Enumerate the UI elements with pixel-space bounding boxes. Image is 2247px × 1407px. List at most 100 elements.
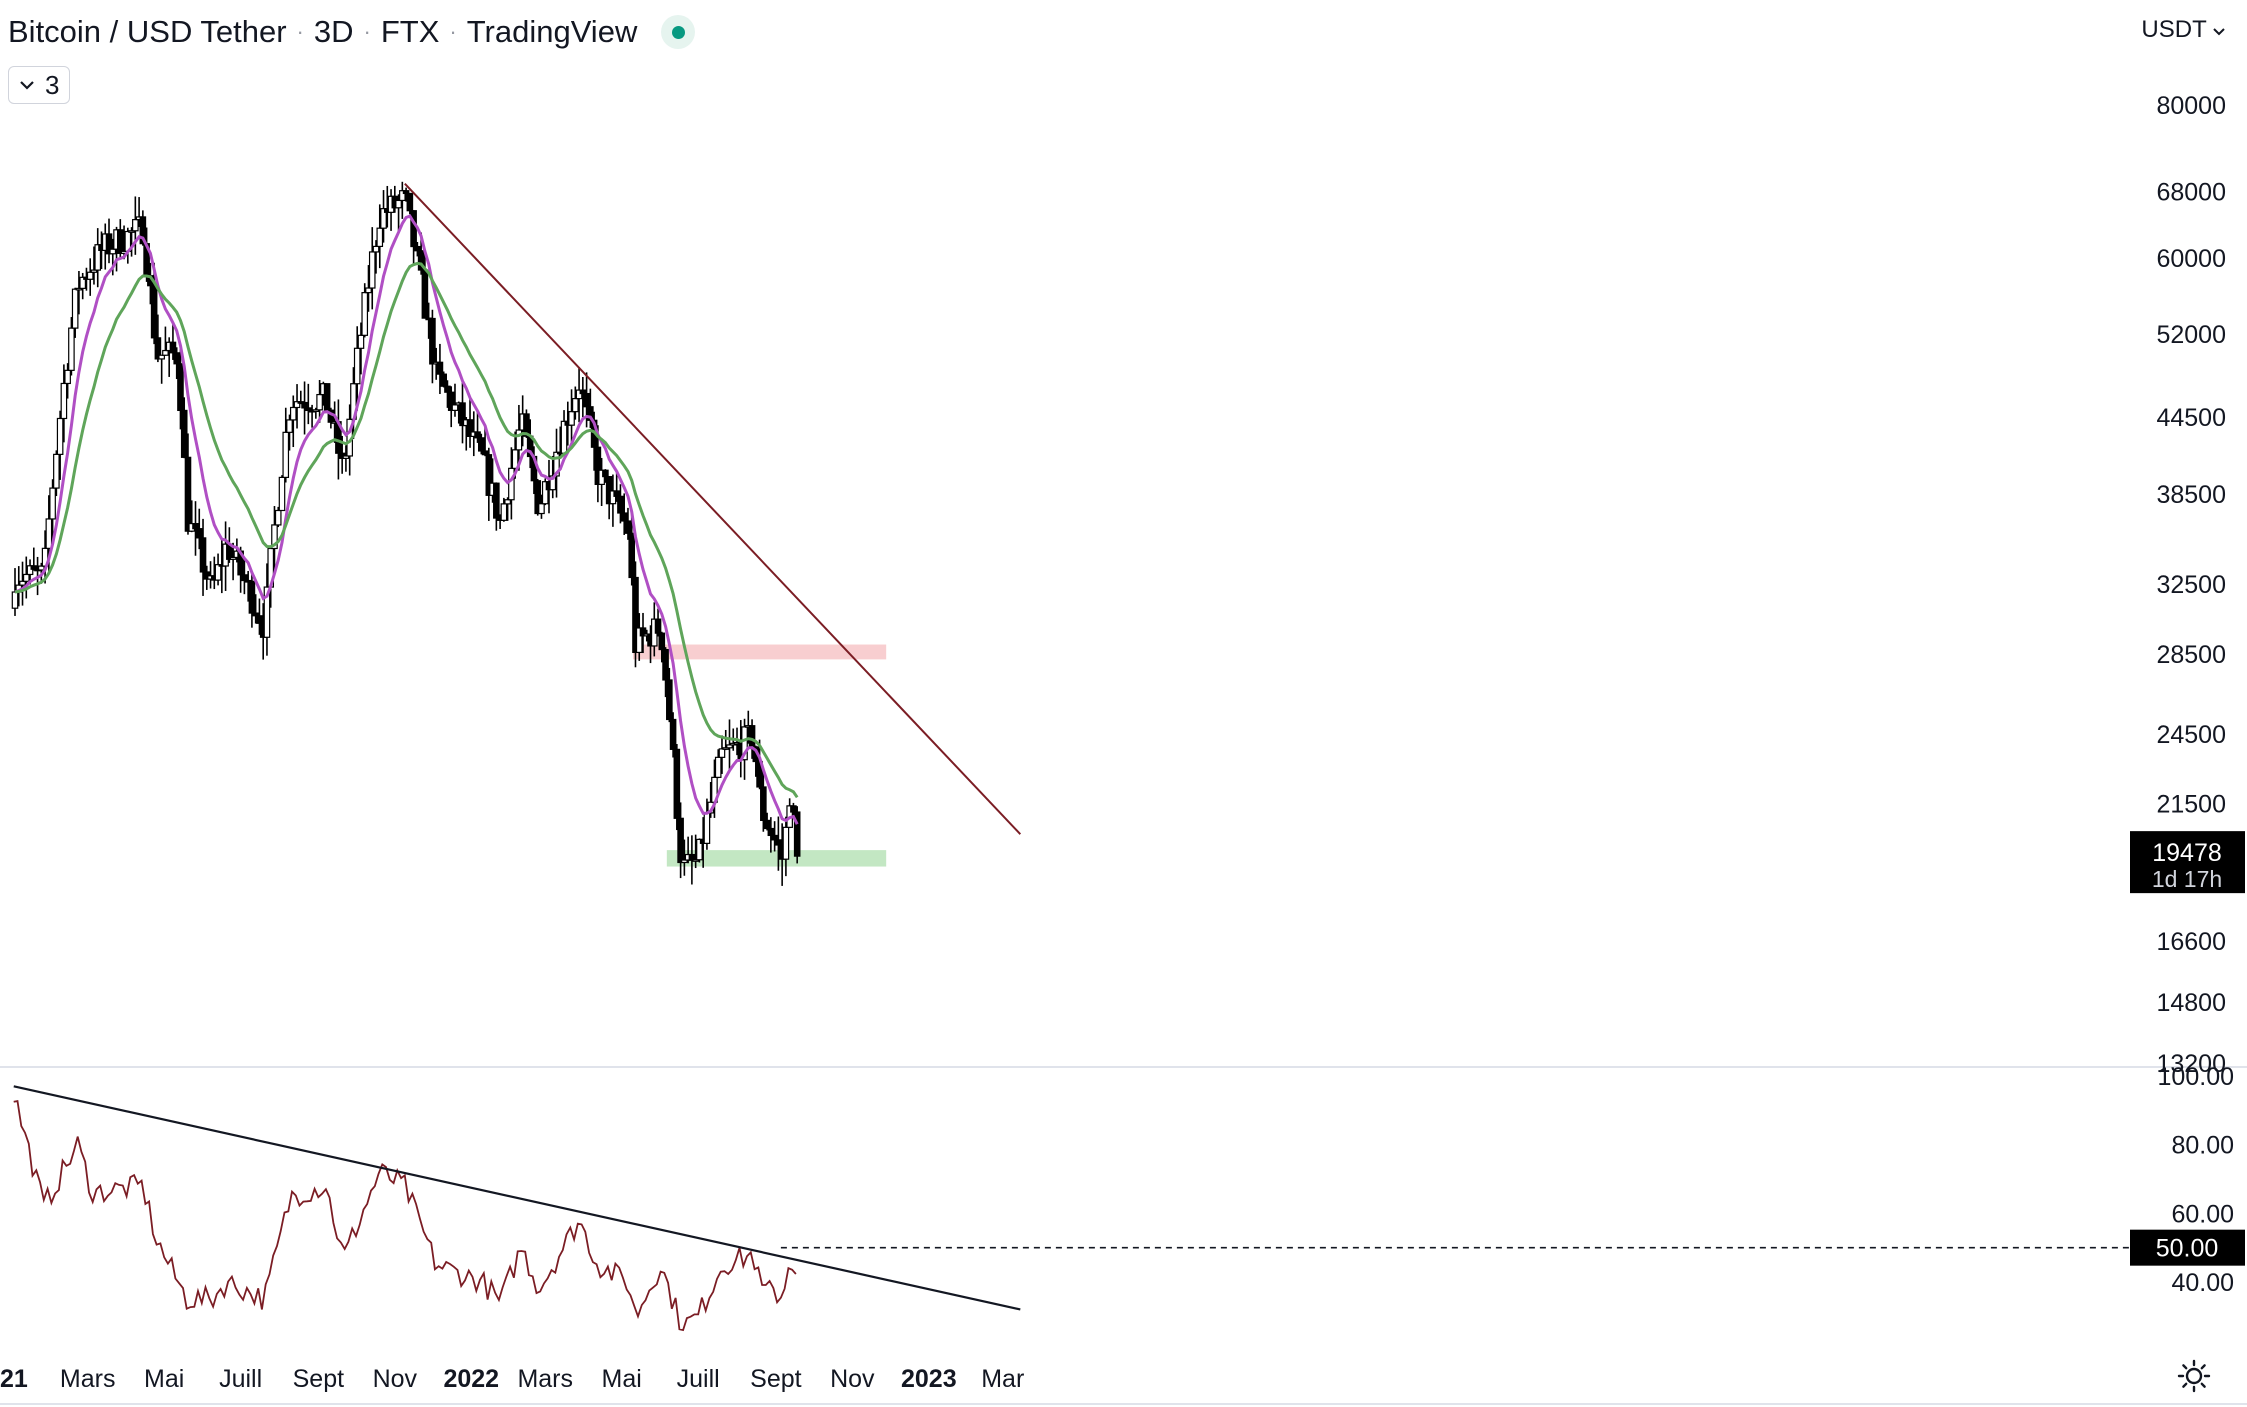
candle	[195, 508, 203, 550]
candle	[368, 227, 376, 310]
time-month-label: Nov	[373, 1365, 418, 1393]
candle-body	[256, 615, 263, 624]
price-tick-label: 80000	[2156, 92, 2226, 120]
candle-body	[68, 327, 75, 371]
candle	[327, 407, 335, 429]
time-month-label: Mai	[602, 1365, 642, 1393]
candle-body	[158, 354, 165, 360]
price-tick-label: 28500	[2156, 641, 2226, 669]
candle-body	[45, 518, 53, 549]
candle-body	[421, 269, 429, 319]
candle-body	[177, 363, 184, 412]
candle-body	[568, 411, 575, 426]
candle	[534, 478, 542, 516]
candle	[229, 542, 237, 581]
candle-body	[323, 383, 331, 411]
candle-body	[132, 219, 139, 232]
last-price-badge	[2130, 831, 2245, 894]
rsi-line	[13, 1100, 797, 1332]
candle-body	[248, 580, 256, 614]
candle-body	[775, 839, 782, 846]
market-status-icon[interactable]	[661, 15, 696, 49]
candle-body	[71, 288, 79, 329]
candle-body	[658, 632, 666, 651]
candle-body	[38, 565, 45, 571]
candle	[696, 838, 703, 863]
candle	[414, 241, 421, 257]
candle-body	[60, 382, 68, 420]
candle-body	[767, 827, 775, 837]
indicators-toggle-button[interactable]: 3	[8, 66, 71, 104]
separator-dot: ·	[363, 19, 371, 44]
currency-selector[interactable]: USDT	[2141, 16, 2225, 44]
candle-body	[703, 812, 711, 844]
candle	[184, 433, 192, 535]
candle-body	[79, 276, 86, 289]
interval-label[interactable]: 3D	[313, 14, 354, 49]
candle	[793, 806, 801, 864]
settings-gear-icon[interactable]	[2176, 1358, 2212, 1394]
candle	[380, 190, 387, 243]
price-tick-label: 44500	[2156, 404, 2226, 432]
candle	[466, 398, 474, 448]
candle	[158, 354, 165, 384]
candle	[263, 563, 271, 656]
candle	[718, 735, 726, 774]
candle	[767, 817, 775, 853]
candle-body	[30, 565, 38, 570]
exchange-label: FTX	[380, 14, 440, 49]
candle	[639, 612, 647, 654]
candle	[688, 835, 696, 885]
candle	[628, 513, 636, 586]
candle	[128, 227, 135, 257]
candle-body	[19, 580, 26, 586]
time-month-label: Sept	[293, 1365, 344, 1393]
candle	[553, 428, 560, 498]
rsi-trendline[interactable]	[13, 1085, 1021, 1311]
candle-body	[493, 482, 500, 519]
candle-body	[722, 747, 730, 750]
candle	[248, 573, 256, 628]
candle	[763, 812, 771, 831]
candle-body	[214, 564, 222, 581]
candle	[568, 389, 575, 448]
price-trendline[interactable]	[404, 182, 1022, 835]
candle-body	[639, 627, 647, 637]
support-zone	[666, 850, 887, 867]
price-tick-label: 21500	[2156, 791, 2226, 819]
candle-body	[184, 456, 192, 532]
candle	[361, 283, 369, 338]
time-month-label: Mars	[60, 1365, 116, 1393]
time-month-label: Juill	[219, 1365, 262, 1393]
time-month-label: Mars	[517, 1365, 573, 1393]
candle-body	[192, 522, 199, 530]
candle	[274, 506, 282, 528]
symbol-header: Bitcoin / USD Tether · 3D · FTX · Tradin…	[8, 14, 696, 50]
candle	[353, 326, 361, 411]
candle-body	[654, 618, 662, 634]
candle-body	[594, 446, 602, 486]
candle-body	[229, 556, 237, 560]
candle-body	[154, 337, 162, 360]
candle-body	[436, 361, 444, 375]
candle	[90, 246, 98, 285]
candle-body	[365, 287, 372, 294]
candle	[771, 821, 778, 852]
ema-21-line	[14, 261, 799, 799]
symbol-name[interactable]: Bitcoin / USD Tether	[8, 14, 287, 49]
ema-9-line	[14, 214, 799, 825]
candle	[395, 194, 402, 233]
candle	[662, 647, 669, 698]
candle	[19, 561, 26, 606]
candle	[241, 560, 248, 595]
candle	[624, 507, 632, 540]
candle-body	[466, 419, 474, 437]
candle	[22, 556, 30, 599]
candle	[162, 326, 169, 356]
price-tick-label: 13200	[2156, 1050, 2226, 1078]
candle-body	[741, 726, 748, 761]
candle	[154, 314, 162, 363]
candle-body	[451, 404, 459, 411]
candle-body	[440, 373, 447, 387]
